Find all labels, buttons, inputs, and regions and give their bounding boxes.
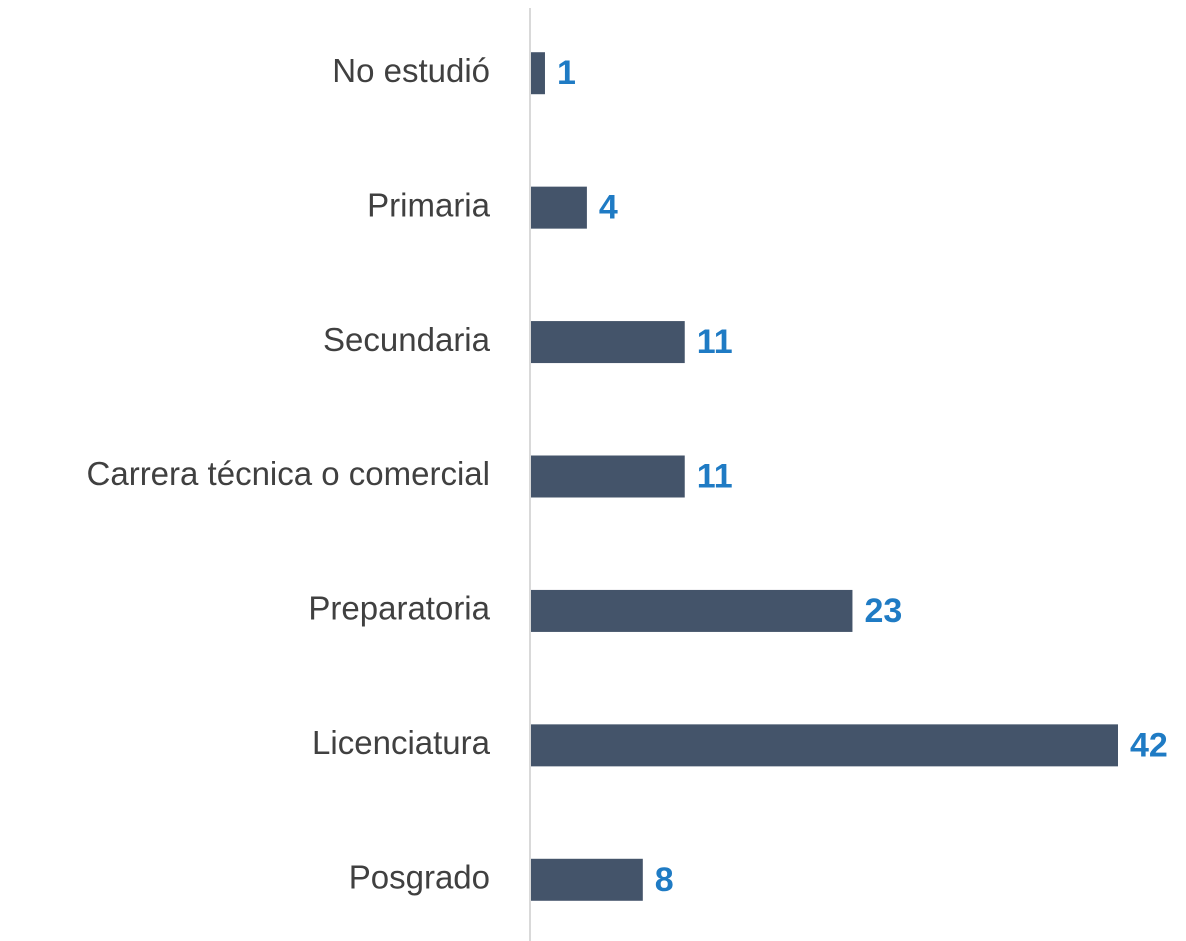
data-label: 1 [557, 54, 576, 92]
category-label: Carrera técnica o comercial [87, 455, 490, 492]
data-label: 11 [697, 323, 733, 361]
bar [531, 589, 853, 632]
data-label: 11 [697, 457, 733, 495]
bar [531, 321, 685, 364]
bar [531, 858, 643, 901]
data-label: 42 [1130, 726, 1168, 764]
bar [531, 186, 587, 229]
category-label: Posgrado [349, 859, 490, 896]
category-label: Preparatoria [308, 590, 490, 627]
bar [531, 455, 685, 498]
category-label: No estudió [332, 52, 490, 89]
data-label: 4 [599, 189, 618, 227]
category-label: Licenciatura [312, 724, 491, 761]
bar [531, 52, 545, 95]
category-label: Secundaria [323, 321, 491, 358]
bar [531, 724, 1118, 767]
data-label: 23 [864, 592, 902, 630]
data-label: 8 [655, 861, 674, 899]
category-label: Primaria [367, 186, 490, 223]
